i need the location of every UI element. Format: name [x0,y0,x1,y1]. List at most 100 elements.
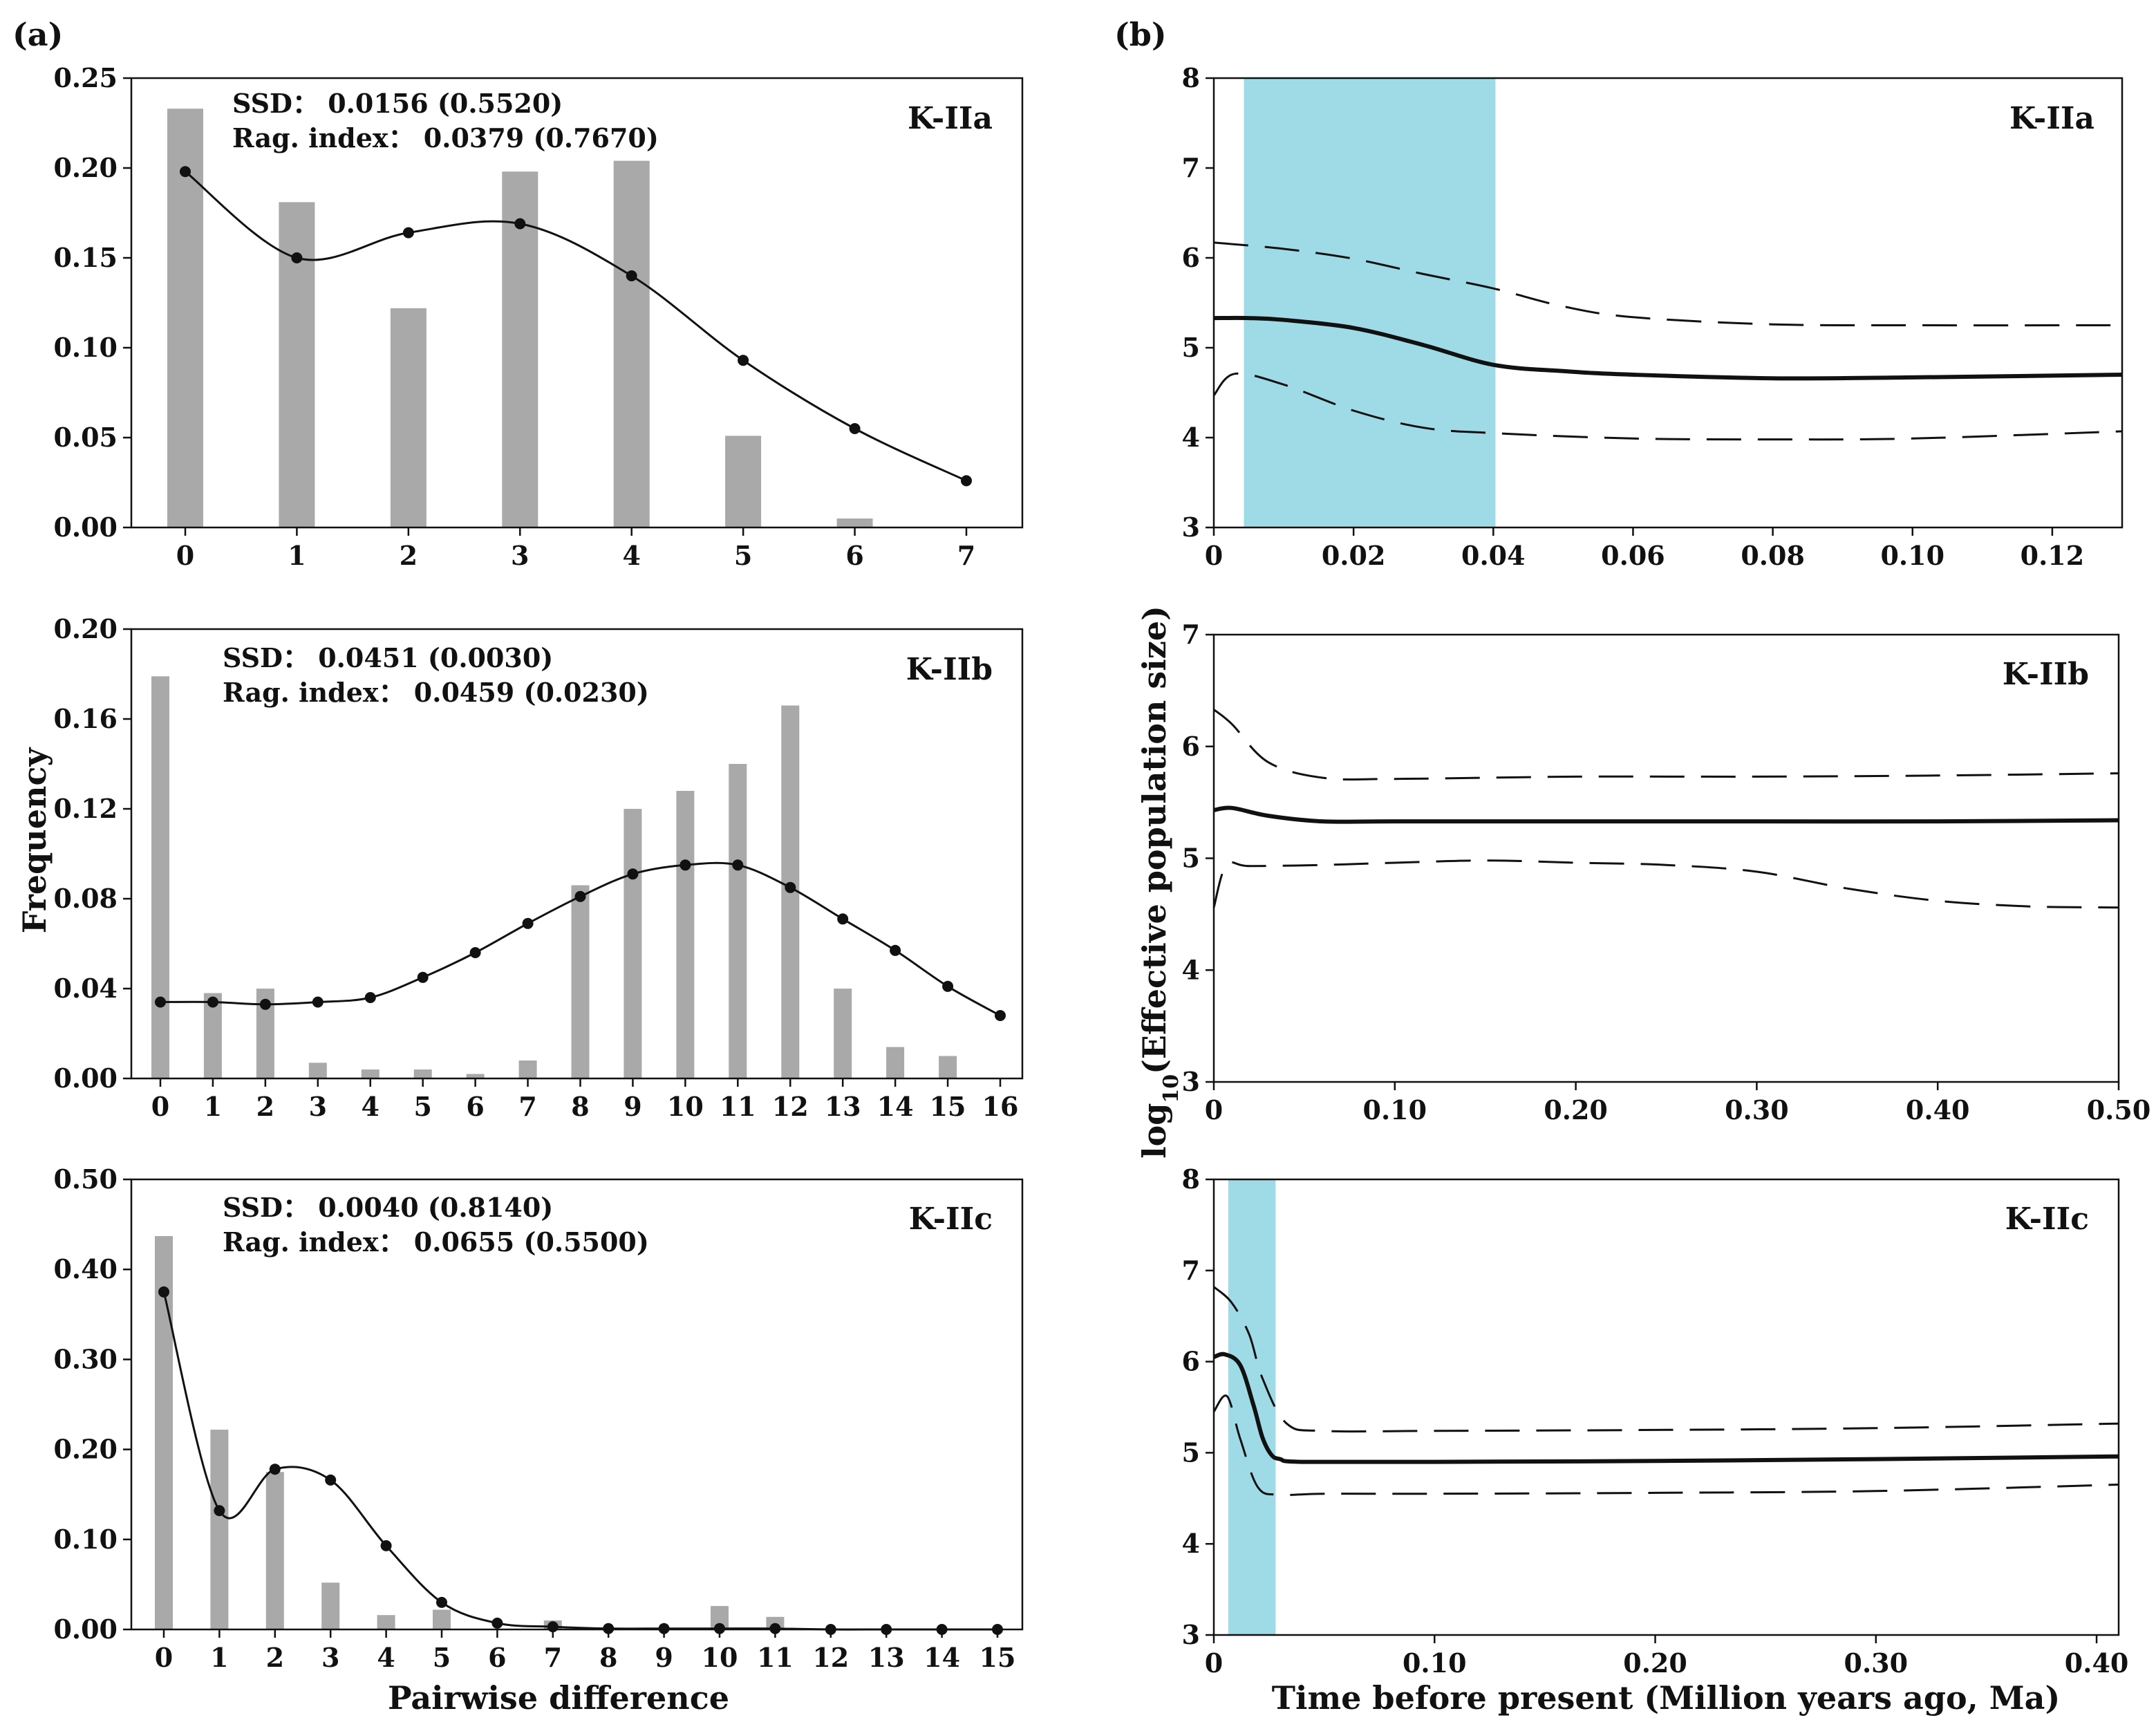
x-tick-label: 2 [266,1642,284,1673]
y-tick-label: 0.15 [53,242,118,273]
bsp-y-title-prefix: log [1136,1103,1173,1159]
y-tick-label: 3 [1182,1619,1200,1650]
y-tick-label: 3 [1182,1066,1200,1097]
expected-point [738,355,749,366]
x-tick-label: 0.50 [2087,1094,2151,1125]
x-tick-label: 0.30 [1844,1647,1909,1679]
y-tick-label: 0.08 [53,883,118,914]
expected-point [890,944,901,956]
expected-point [380,1540,392,1551]
bsp-chart-k-iic: 3 4 5 6 7 8 0 0.10 0.20 0.30 0.40 K-IIc [1182,1163,2129,1679]
y-tick-label: 4 [1182,422,1200,453]
expected-point [603,1623,615,1634]
mismatch-y-axis-title: Frequency [16,747,53,934]
observed-bar [433,1609,451,1629]
bsp-chart-k-iib: 3 4 5 6 7 0 0.10 0.20 0.30 0.40 0.50 K-IIb [1182,619,2151,1125]
y-tick-label: 0.30 [53,1343,118,1374]
x-tick-label: 6 [466,1091,484,1122]
median-line [1213,805,2119,824]
x-tick-label: 12 [772,1091,809,1122]
plot-frame [130,1178,1024,1631]
x-tick-label: 4 [362,1091,379,1122]
observed-bar [279,202,315,527]
observed-bar [210,1430,229,1629]
y-tick-label: 8 [1182,62,1200,93]
plot-frame [1212,1178,2120,1636]
observed-bar [939,1056,957,1078]
observed-bar [265,1472,284,1629]
expected-point [942,980,954,992]
expected-point [469,947,481,958]
x-tick-label: 8 [571,1091,589,1122]
raggedness-index: Rag. index： 0.0459 (0.0230) [223,677,649,708]
x-tick-label: 5 [734,540,752,571]
x-tick-label: 16 [982,1091,1019,1122]
y-tick-label: 0.16 [53,703,118,734]
x-tick-label: 13 [868,1642,905,1673]
observed-bar [725,436,762,527]
observed-bar [571,885,590,1078]
mismatch-x-axis-title: Pairwise difference [388,1679,729,1717]
x-tick-label: 15 [979,1642,1016,1673]
expected-point [155,996,166,1008]
median-line [1213,315,2123,381]
observed-bar [308,1063,327,1079]
y-tick-label: 0.10 [53,332,118,363]
observed-bar [676,791,695,1078]
expected-point [207,996,218,1008]
observed-bar [321,1582,340,1629]
y-tick-label: 0.05 [53,422,118,453]
y-tick-label: 3 [1182,512,1200,543]
x-tick-label: 4 [622,540,640,571]
x-tick-label: 0 [1205,1094,1223,1125]
expected-point [995,1010,1006,1021]
expected-point [679,859,691,871]
x-tick-label: 13 [825,1091,861,1122]
expected-point [312,996,324,1008]
x-tick-label: 0 [151,1091,169,1122]
x-tick-label: 3 [309,1091,327,1122]
y-tick-label: 4 [1182,954,1200,985]
observed-bar [361,1069,379,1078]
x-tick-label: 1 [288,540,306,571]
ssd-statistic: SSD： 0.0451 (0.0030) [223,642,553,673]
expected-point [522,917,534,929]
x-tick-label: 1 [210,1642,228,1673]
x-tick-label: 0.02 [1322,540,1386,571]
expected-curve [185,171,967,482]
observed-bar [836,518,873,527]
x-tick-label: 0.20 [1544,1094,1608,1125]
observed-bar [502,171,538,527]
expected-point [961,475,972,487]
lower-95-hpd-line [1212,859,2119,909]
y-tick-label: 0.20 [53,1434,118,1465]
x-tick-label: 0 [155,1642,173,1673]
x-tick-label: 0.10 [1880,540,1944,571]
bsp-chart-k-iia: 3 4 5 6 7 8 0 0.02 0.04 0.06 0.08 0.10 0.12 K-IIa [1182,62,2124,571]
y-tick-label: 4 [1182,1528,1200,1559]
observed-bar [613,160,650,528]
ssd-statistic: SSD： 0.0156 (0.5520) [232,88,563,119]
observed-bar [151,676,169,1078]
observed-bar [624,809,642,1078]
observed-bar [466,1074,485,1078]
observed-bar [729,764,747,1078]
y-tick-label: 8 [1182,1163,1200,1195]
upper-95-hpd-line [1213,709,2119,781]
mismatch-chart-k-iia: 0.00 0.05 0.10 0.15 0.20 0.25 0 1 2 3 4 5 6 7 SSD： 0.0… [53,62,1024,571]
y-tick-label: 5 [1182,843,1200,874]
expected-point [259,998,271,1010]
expected-point [849,423,861,434]
expected-curve [162,1291,997,1631]
x-tick-label: 0.10 [1363,1094,1427,1125]
chart-title: K-IIa [908,101,993,136]
median-line [1213,1352,2119,1464]
plot-frame [130,77,1024,529]
ssd-statistic: SSD： 0.0040 (0.8140) [223,1192,553,1223]
x-tick-label: 5 [413,1091,431,1122]
x-tick-label: 6 [845,540,863,571]
x-tick-label: 0.10 [1403,1647,1467,1679]
expected-point [514,218,526,230]
y-tick-label: 6 [1182,1346,1200,1377]
